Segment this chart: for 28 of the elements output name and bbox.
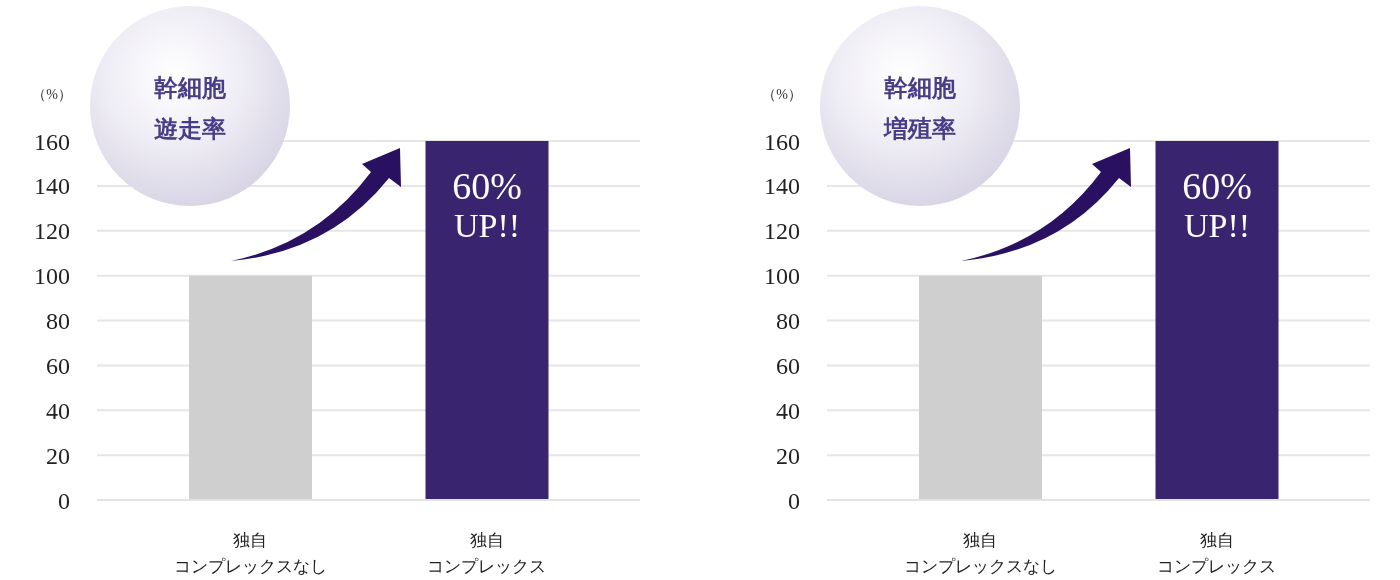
chart-title: 幹細胞遊走率	[154, 74, 226, 143]
y-tick-label: 100	[34, 263, 70, 290]
y-tick-label: 80	[776, 308, 800, 335]
y-tick-label: 20	[46, 442, 70, 469]
y-tick-label: 120	[34, 218, 70, 245]
y-tick-label: 160	[34, 128, 70, 155]
x-tick-label: 独自コンプレックス	[427, 531, 547, 576]
y-tick-label: 40	[776, 397, 800, 424]
y-tick-label: 40	[46, 397, 70, 424]
y-tick-label: 160	[764, 128, 800, 155]
annotation: 60% UP!!	[1182, 165, 1252, 244]
chart-title: 幹細胞増殖率	[884, 74, 956, 143]
y-tick-label: 140	[764, 173, 800, 200]
y-tick-label: 120	[764, 218, 800, 245]
y-axis-title: （%）	[32, 87, 72, 102]
y-tick-label: 20	[776, 442, 800, 469]
x-tick-label: 独自コンプレックスなし	[903, 531, 1057, 576]
annotation: 60% UP!!	[452, 165, 522, 244]
y-tick-label: 0	[788, 487, 800, 514]
y-tick-label: 140	[34, 173, 70, 200]
y-tick-label: 60	[46, 352, 70, 379]
x-tick-label: 独自コンプレックスなし	[173, 531, 327, 576]
y-axis-title: （%）	[762, 87, 802, 102]
y-tick-label: 60	[776, 352, 800, 379]
y-tick-label: 100	[764, 263, 800, 290]
x-tick-label: 独自コンプレックス	[1157, 531, 1277, 576]
y-tick-label: 80	[46, 308, 70, 335]
y-tick-label: 0	[58, 487, 70, 514]
